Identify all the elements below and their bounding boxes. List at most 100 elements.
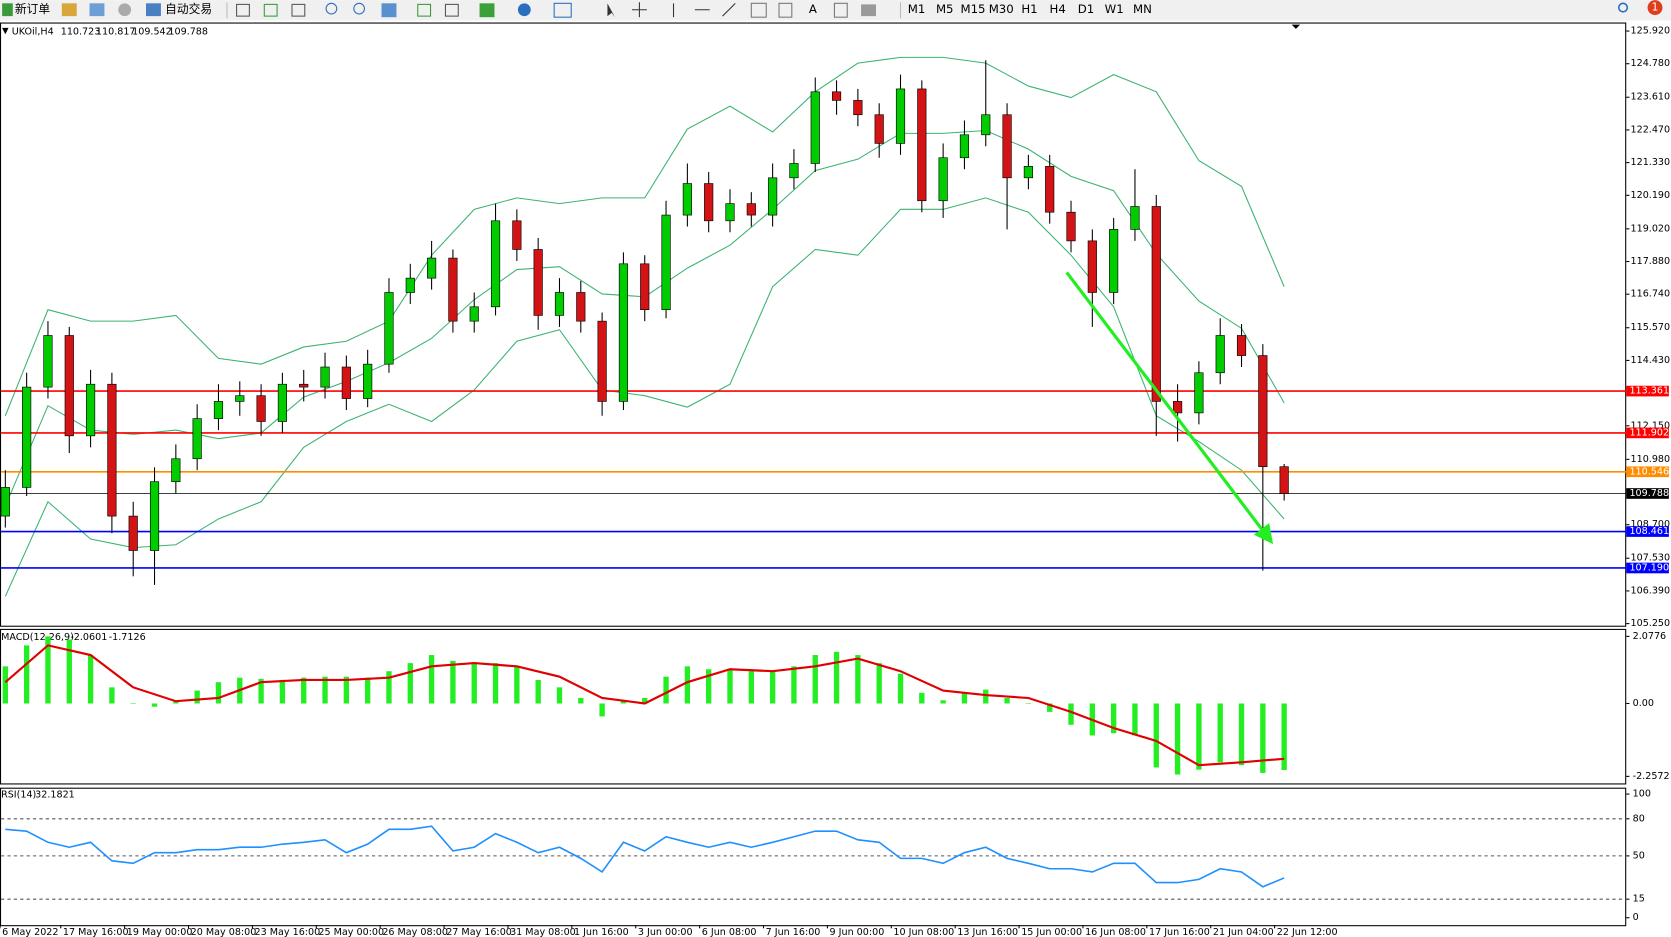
icon[interactable] (236, 3, 250, 17)
x-tick-label: 13 Jun 16:00 (957, 927, 1018, 937)
candle-body (1023, 166, 1033, 179)
candle-body (405, 277, 415, 293)
notification-badge[interactable] (1647, 0, 1663, 16)
macd-bar (364, 677, 371, 704)
candle-body (1151, 206, 1161, 402)
y-tick-label: 124.780 (1631, 58, 1671, 69)
candle-body (874, 114, 884, 144)
timeframe[interactable]: MN (1133, 2, 1152, 16)
candle-body (1258, 355, 1268, 468)
macd-bar (684, 666, 691, 704)
macd-bar (748, 671, 754, 704)
candle-body (810, 91, 820, 164)
icon[interactable] (750, 2, 767, 18)
macd-bar (1047, 703, 1053, 712)
macd-bar (1260, 703, 1266, 773)
macd-bar (87, 655, 94, 704)
icon[interactable] (444, 3, 459, 17)
candle-body (917, 88, 927, 202)
candle-body (1087, 240, 1097, 293)
macd-bar (1153, 703, 1159, 768)
timeframe[interactable]: W1 (1105, 2, 1124, 16)
timeframe[interactable]: H1 (1021, 2, 1037, 16)
candle-body (1236, 335, 1247, 356)
icon[interactable] (517, 3, 531, 17)
candle-body (1194, 372, 1204, 414)
new-order[interactable]: 新订单 (15, 2, 50, 16)
macd-bar (386, 671, 392, 704)
low: 109.542 (132, 27, 172, 38)
timeframe[interactable]: M5 (936, 2, 954, 16)
candle-body (853, 100, 863, 116)
search-icon[interactable] (1617, 2, 1629, 13)
x-tick-label: 20 May 08:00 (191, 927, 257, 937)
cursor-icon[interactable] (607, 3, 615, 18)
high: 110.817 (96, 27, 136, 38)
icon[interactable] (263, 3, 278, 17)
macd-bar (642, 697, 648, 704)
line-icons[interactable] (672, 2, 736, 18)
macd-bar (1174, 703, 1181, 775)
price-level-tag (1626, 526, 1669, 537)
auto-trading[interactable]: 自动交易 (165, 2, 212, 16)
timeframe[interactable]: D1 (1078, 2, 1094, 16)
price-level-label: 110.546 (1629, 466, 1669, 477)
icon[interactable] (325, 2, 338, 15)
macd-bar (279, 679, 286, 704)
macd-bar (1238, 703, 1245, 766)
timeframe[interactable]: M1 (908, 2, 926, 16)
macd-bar (194, 690, 200, 704)
icon[interactable] (833, 2, 848, 18)
y-tick-label: -2.2572 (1633, 771, 1670, 782)
icon[interactable] (2, 3, 13, 17)
y-tick-label: 123.610 (1631, 92, 1671, 103)
macd-bar (919, 692, 925, 704)
icon[interactable] (89, 3, 105, 17)
candle-body (171, 458, 181, 483)
x-tick-label: 27 May 16:00 (446, 927, 512, 937)
icon[interactable] (145, 3, 161, 17)
macd-bar (855, 655, 861, 704)
candle-body (512, 220, 522, 250)
macd-bar (833, 651, 840, 704)
icon[interactable] (353, 2, 365, 15)
icon[interactable] (479, 3, 495, 18)
x-tick-label: 15 Jun 00:00 (1021, 927, 1082, 937)
macd-bar (492, 663, 499, 704)
icon[interactable] (291, 3, 306, 17)
candle-body (1130, 206, 1140, 230)
candle-body (746, 203, 756, 216)
crosshair-icon[interactable] (631, 2, 647, 18)
y-tick-label: 108.700 (1631, 519, 1671, 530)
candle-body (107, 383, 117, 517)
icon[interactable] (553, 2, 572, 18)
y-tick-label: 80 (1633, 813, 1645, 824)
symbol-marker (2, 27, 9, 35)
timeframe[interactable]: M15 (960, 2, 985, 16)
x-tick-label: 16 Jun 08:00 (1085, 927, 1146, 937)
macd-bar (940, 700, 946, 704)
rsi-line (5, 825, 1285, 888)
macd-bar (727, 669, 733, 704)
macd-bar (897, 673, 904, 704)
timeframe[interactable]: H4 (1050, 2, 1066, 16)
icon[interactable] (417, 3, 432, 17)
y-tick-label: 110.980 (1631, 454, 1671, 465)
icon[interactable] (61, 3, 77, 17)
y-tick-label: 120.190 (1631, 190, 1671, 201)
x-tick-label: 7 Jun 16:00 (766, 927, 821, 937)
macd-bar (706, 669, 712, 704)
icon[interactable] (118, 3, 132, 17)
macd-bar (876, 663, 882, 704)
price-level-tag (1626, 562, 1669, 574)
macd-bar (620, 701, 627, 704)
icon[interactable] (778, 2, 793, 18)
macd-bar (791, 666, 797, 704)
candle-body (192, 418, 202, 460)
timeframe[interactable]: M30 (989, 2, 1014, 16)
icon[interactable] (861, 4, 876, 17)
notification-count[interactable]: 1 (1652, 1, 1659, 14)
text-tool[interactable]: A (809, 2, 817, 16)
y-tick-label: 100 (1633, 789, 1651, 800)
icon[interactable] (381, 3, 397, 18)
